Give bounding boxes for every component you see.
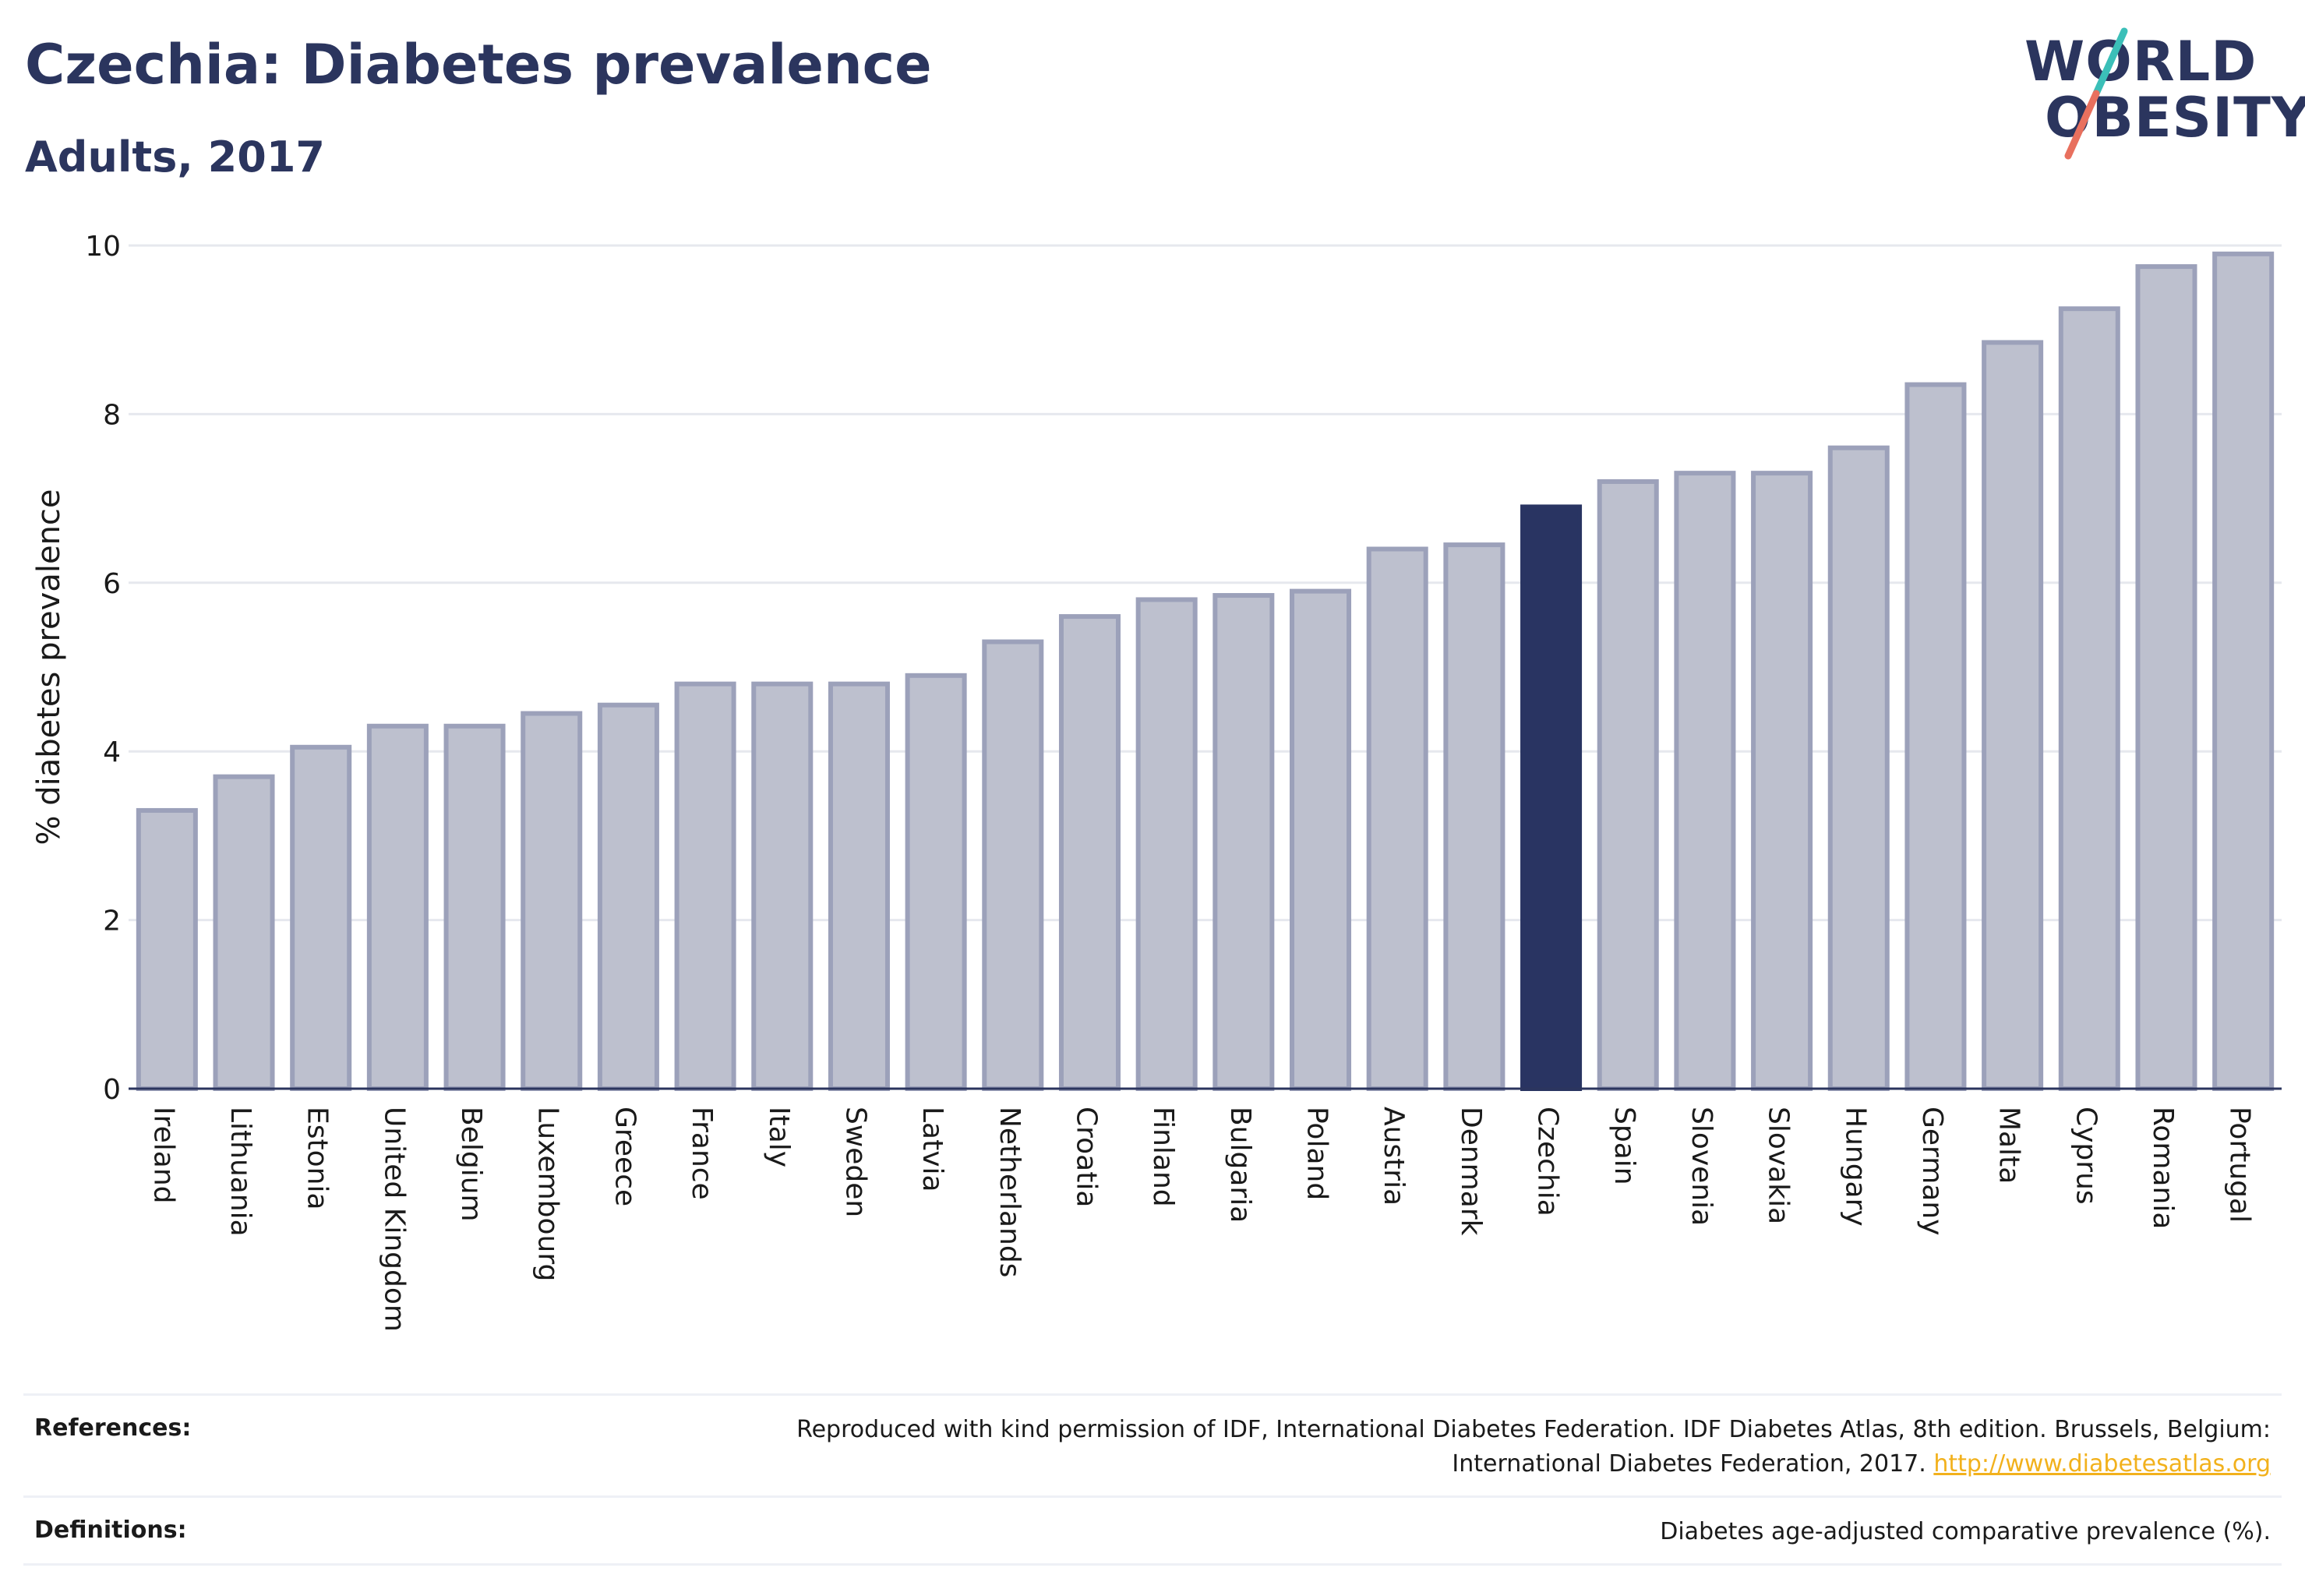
logo-line-1: WORLD — [2024, 30, 2257, 94]
bar[interactable] — [443, 723, 506, 1091]
bar[interactable] — [2212, 251, 2275, 1092]
bar[interactable] — [1290, 588, 1352, 1091]
x-tick-label: Estonia — [302, 1107, 334, 1210]
page-title: Czechia: Diabetes prevalence — [25, 33, 932, 97]
y-tick-label: 2 — [103, 906, 121, 937]
x-tick-label: France — [686, 1107, 718, 1200]
bar[interactable] — [905, 673, 967, 1091]
references-row: References: Reproduced with kind permiss… — [23, 1396, 2282, 1498]
bar[interactable] — [1366, 546, 1428, 1091]
x-tick-label: Lithuania — [224, 1107, 256, 1237]
page-subtitle: Adults, 2017 — [25, 132, 325, 182]
bar[interactable] — [1135, 597, 1198, 1091]
bar[interactable] — [2135, 264, 2197, 1091]
y-tick-label: 4 — [103, 736, 121, 768]
logo-slash-icon — [2064, 27, 2128, 160]
bars — [136, 251, 2275, 1092]
x-tick-label: Portugal — [2224, 1107, 2256, 1223]
bar[interactable] — [1751, 471, 1813, 1091]
y-tick-label: 0 — [103, 1074, 121, 1106]
y-tick-label: 6 — [103, 568, 121, 600]
x-tick-label: Hungary — [1839, 1107, 1871, 1227]
x-tick-label: Malta — [1993, 1107, 2025, 1184]
x-axis-labels: Ireland Lithuania Estonia United Kingdom Bel… — [147, 1107, 2255, 1332]
references-link[interactable]: http://www.diabetesatlas.org — [1933, 1450, 2271, 1478]
x-tick-label: Germany — [1916, 1107, 1948, 1235]
y-tick-label: 8 — [103, 399, 121, 431]
bar[interactable] — [751, 681, 814, 1091]
x-tick-label: Luxembourg — [532, 1107, 564, 1281]
x-tick-label: Austria — [1378, 1107, 1410, 1206]
y-axis-title: % diabetes prevalence — [31, 489, 67, 845]
bar[interactable] — [1904, 382, 1967, 1091]
bar[interactable] — [213, 774, 275, 1091]
definitions-text: Diabetes age-adjusted comparative preval… — [1660, 1518, 2271, 1545]
x-tick-label: Denmark — [1455, 1107, 1487, 1236]
bar[interactable] — [982, 639, 1044, 1091]
bar[interactable] — [1827, 445, 1890, 1091]
world-obesity-logo[interactable]: WORLD OBESITY — [2017, 23, 2305, 164]
x-tick-label: Sweden — [839, 1107, 871, 1217]
references-label: References: — [34, 1414, 192, 1442]
x-tick-label: Romania — [2147, 1107, 2179, 1229]
bar[interactable] — [674, 681, 736, 1091]
x-tick-label: Finland — [1147, 1107, 1179, 1207]
x-tick-label: Latvia — [916, 1107, 948, 1192]
x-tick-label: Czechia — [1532, 1107, 1564, 1216]
footer-table: References: Reproduced with kind permiss… — [23, 1393, 2282, 1566]
bar[interactable] — [1058, 614, 1121, 1091]
x-tick-label: Italy — [763, 1107, 795, 1167]
bar[interactable] — [290, 744, 352, 1091]
x-tick-label: Belgium — [455, 1107, 487, 1222]
x-tick-label: Poland — [1301, 1107, 1333, 1200]
x-tick-label: Croatia — [1070, 1107, 1102, 1207]
definitions-label: Definitions: — [34, 1517, 187, 1544]
x-tick-label: Spain — [1608, 1107, 1640, 1185]
bar-chart: 0 2 4 6 8 10 Ireland Lithuania Estonia United Ki… — [31, 231, 2282, 1332]
references-text: Reproduced with kind permission of IDF, … — [796, 1416, 2271, 1478]
definitions-row: Definitions: Diabetes age-adjusted compa… — [23, 1498, 2282, 1566]
bar[interactable] — [521, 711, 583, 1091]
bar[interactable] — [1982, 340, 2044, 1091]
bar[interactable] — [1597, 478, 1659, 1091]
bar[interactable] — [1674, 471, 1736, 1091]
references-text-block: Reproduced with kind permission of IDF, … — [712, 1413, 2271, 1481]
x-tick-label: United Kingdom — [378, 1107, 410, 1332]
bar[interactable] — [366, 723, 429, 1091]
bar[interactable] — [2058, 306, 2120, 1091]
bar[interactable] — [597, 702, 659, 1091]
x-tick-label: Slovenia — [1686, 1107, 1717, 1226]
x-tick-label: Cyprus — [2070, 1107, 2102, 1205]
x-tick-label: Ireland — [147, 1107, 179, 1204]
bar[interactable] — [828, 681, 890, 1091]
x-tick-label: Greece — [609, 1107, 641, 1206]
y-axis-ticks: 0 2 4 6 8 10 — [85, 231, 121, 1106]
bar-highlight[interactable] — [1520, 504, 1583, 1091]
x-tick-label: Slovakia — [1763, 1107, 1795, 1224]
bar[interactable] — [1443, 542, 1505, 1091]
bar[interactable] — [1213, 593, 1275, 1091]
bar[interactable] — [136, 807, 198, 1091]
x-tick-label: Netherlands — [994, 1107, 1025, 1277]
x-tick-label: Bulgaria — [1224, 1107, 1256, 1223]
y-tick-label: 10 — [85, 231, 121, 263]
